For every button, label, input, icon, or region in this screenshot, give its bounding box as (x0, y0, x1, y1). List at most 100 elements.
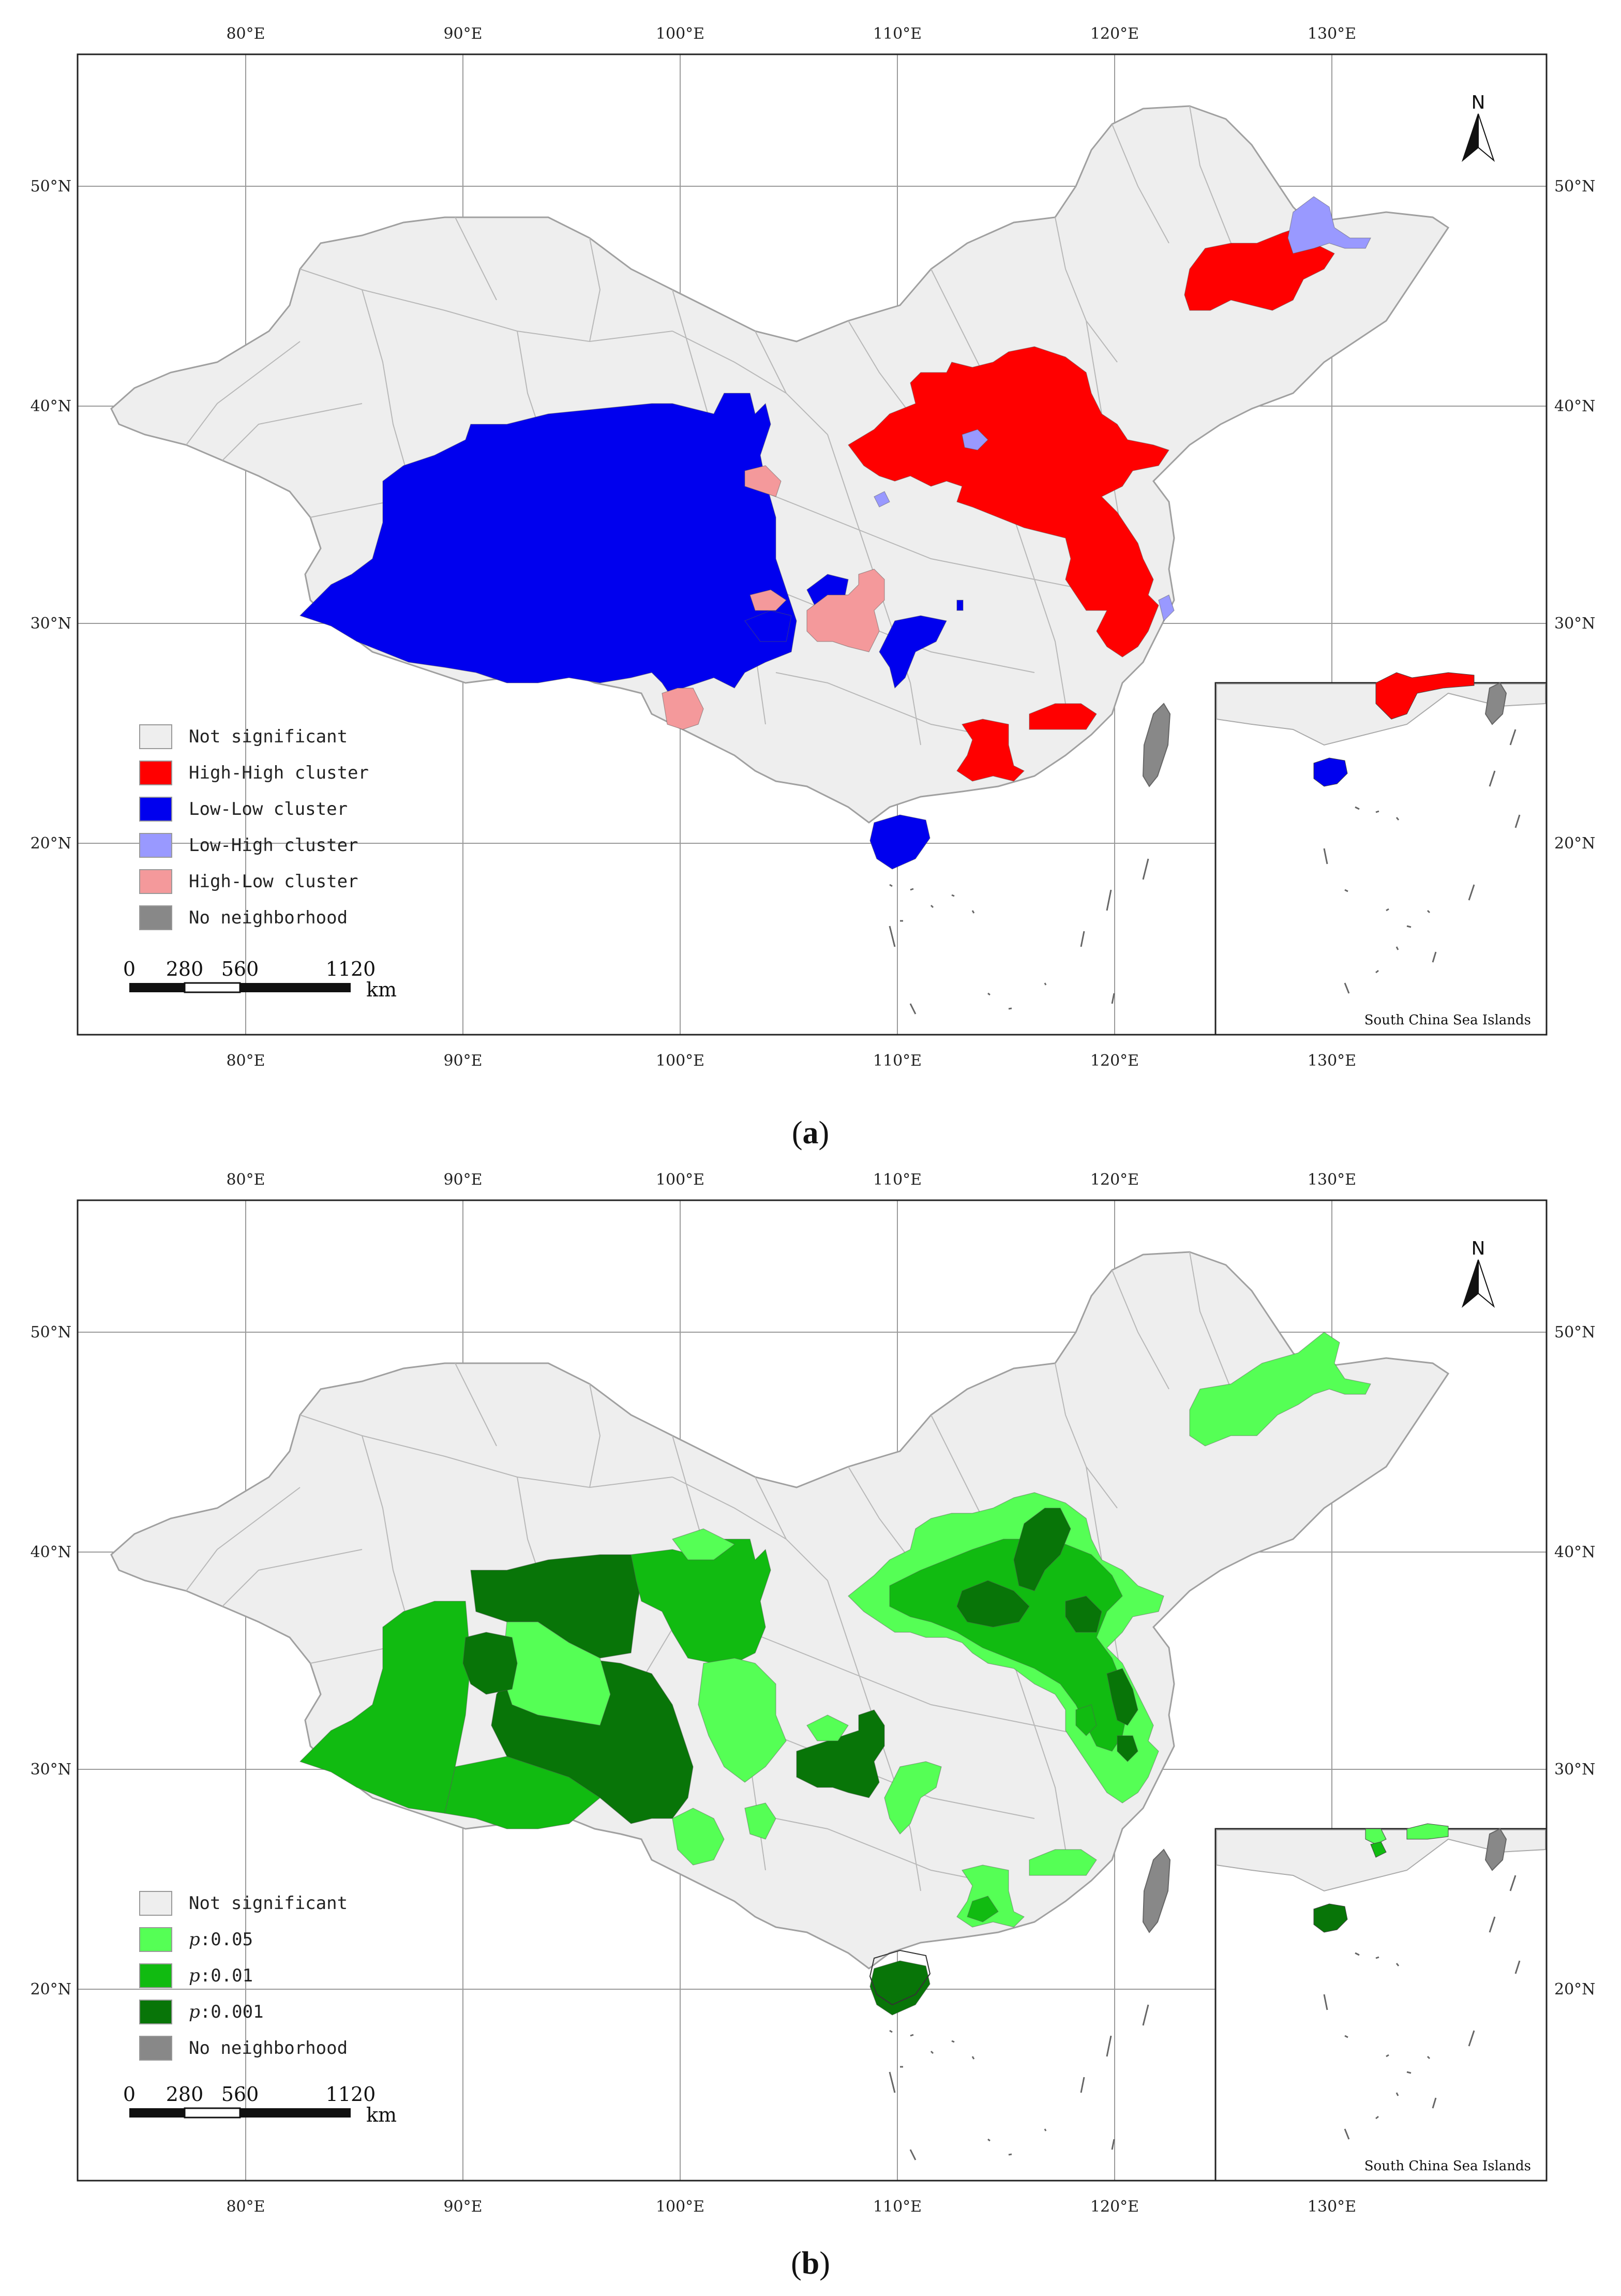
north-arrow-right-half (1478, 1259, 1495, 1308)
longitude-label-top: 130°E (1308, 1171, 1356, 1189)
inset-frame (1214, 1828, 1548, 2182)
scale-tick-label: 0 (123, 2083, 136, 2106)
inset-taiwan (1484, 682, 1507, 725)
sig-0.05-gansu (672, 1528, 736, 1560)
legend-label: No neighborhood (189, 2038, 348, 2059)
longitude-label-bottom: 80°E (226, 2198, 265, 2216)
map-frame (77, 53, 1548, 1036)
longitude-label-top: 120°E (1090, 1171, 1139, 1189)
inset-label: South China Sea Islands (1364, 1012, 1531, 1028)
latitude-label-right: 20°N (1554, 1980, 1595, 1999)
inset-frame (1214, 682, 1548, 1036)
latitude-label-left: 30°N (31, 615, 71, 633)
low-low-cluster-small-1 (744, 610, 792, 642)
longitude-label-bottom: 130°E (1308, 1052, 1356, 1070)
latitude-label-left: 30°N (31, 1761, 71, 1779)
inset-islands (1323, 1875, 1521, 2140)
sig-0.05-yunnan (744, 1802, 776, 1840)
inset-high-high-cluster (1375, 672, 1475, 720)
inset-islands (1323, 729, 1521, 994)
inset-china-coast (1216, 683, 1546, 746)
sig-0.001-qinghai-west-block (462, 1632, 518, 1695)
legend-label: No neighborhood (189, 907, 348, 928)
sig-0.05-hunan (884, 1761, 942, 1835)
latitude-label-right: 50°N (1554, 177, 1595, 196)
legend-label: High-High cluster (189, 763, 369, 783)
latitude-label-right: 30°N (1554, 615, 1595, 633)
legend-label: Not significant (189, 726, 348, 747)
legend-swatch (139, 724, 172, 749)
legend-swatch (139, 1963, 172, 1988)
legend-swatch (139, 2000, 172, 2024)
latitude-label-left: 40°N (31, 1543, 71, 1561)
longitude-label-top: 130°E (1308, 25, 1356, 43)
legend-label: Not significant (189, 1893, 348, 1914)
inset-sig-0.05-coast (1406, 1823, 1449, 1840)
inset-taiwan (1484, 1828, 1507, 1871)
high-low-cluster-chongqing (806, 569, 885, 652)
scale-tick-label: 0 (123, 958, 136, 980)
inset-low-low-cluster-hainan (1313, 757, 1348, 787)
sig-0.01-tibet-west (299, 1601, 471, 1814)
longitude-label-bottom: 130°E (1308, 2198, 1356, 2216)
longitude-label-top: 90°E (443, 1171, 482, 1189)
high-low-cluster-gansu (744, 465, 782, 497)
longitude-label-bottom: 90°E (443, 2198, 482, 2216)
longitude-label-bottom: 120°E (1090, 1052, 1139, 1070)
legend-swatch (139, 1927, 172, 1952)
latitude-label-left: 20°N (31, 1980, 71, 1999)
north-arrow: N (1461, 92, 1495, 162)
longitude-label-top: 110°E (873, 1171, 922, 1189)
longitude-label-top: 80°E (226, 1171, 265, 1189)
north-arrow: N (1461, 1238, 1495, 1308)
scale-tick-label: 560 (221, 958, 259, 980)
longitude-label-bottom: 100°E (656, 1052, 704, 1070)
sig-0.001-shanxi (956, 1580, 1030, 1628)
map-frame (77, 1199, 1548, 2182)
longitude-label-bottom: 110°E (873, 2198, 922, 2216)
panel-caption: (b) (791, 2246, 830, 2281)
scale-tick-label: 560 (221, 2083, 259, 2106)
sig-0.001-shandong (1065, 1596, 1102, 1633)
latitude-label-left: 50°N (31, 177, 71, 196)
legend: Not significant p:0.05 p:0.01 p:0.001 No nei… (139, 1891, 348, 2061)
scale-segment-1 (129, 983, 185, 992)
legend-swatch (139, 1891, 172, 1916)
map-panel-b: South China Sea Islands 80°E 80°E 90°E 90°E 1… (31, 1171, 1596, 2281)
low-high-cluster-north (962, 429, 988, 451)
sig-0.001-chongqing (796, 1709, 885, 1798)
low-low-cluster-hainan (869, 814, 930, 870)
sig-0.001-jiangsu (1106, 1668, 1138, 1726)
sig-0.001-zhejiang (1117, 1735, 1138, 1762)
low-high-cluster-coast (1158, 594, 1175, 622)
sig-0.05-heilongjiang (1189, 1332, 1371, 1447)
north-arrow-label: N (1472, 1238, 1485, 1259)
longitude-label-bottom: 100°E (656, 2198, 704, 2216)
sig-0.01-anhui (1075, 1704, 1097, 1736)
scale-unit: km (366, 978, 397, 1001)
longitude-label-top: 100°E (656, 25, 704, 43)
low-high-cluster-heilongjiang (1287, 196, 1371, 254)
scale-tick-label: 280 (166, 958, 204, 980)
inset-sig-0.001-hainan (1313, 1903, 1348, 1933)
legend-label: Low-High cluster (189, 835, 358, 856)
scale-tick-label: 1120 (326, 2083, 376, 2106)
low-low-cluster-small-2 (956, 600, 964, 611)
sig-0.05-qinghai-center (501, 1621, 611, 1726)
longitude-label-bottom: 110°E (873, 1052, 922, 1070)
legend-label: p:0.05 (189, 1929, 253, 1950)
scale-tick-label: 1120 (326, 958, 376, 980)
legend-swatch (139, 869, 172, 894)
legend-swatch (139, 797, 172, 822)
map-panel-a: South China Sea Islands 80°E 80°E 90°E 90°E 1… (31, 25, 1596, 1151)
scale-unit: km (366, 2104, 397, 2126)
north-arrow-right-half (1478, 113, 1495, 162)
latitude-label-left: 20°N (31, 834, 71, 853)
high-low-cluster-sichuan (749, 589, 787, 611)
sig-0.001-hainan (869, 1960, 930, 2016)
longitude-label-top: 90°E (443, 25, 482, 43)
sig-0.05-sichuan-west (698, 1658, 787, 1783)
sig-0.05-guizhou (806, 1714, 849, 1741)
